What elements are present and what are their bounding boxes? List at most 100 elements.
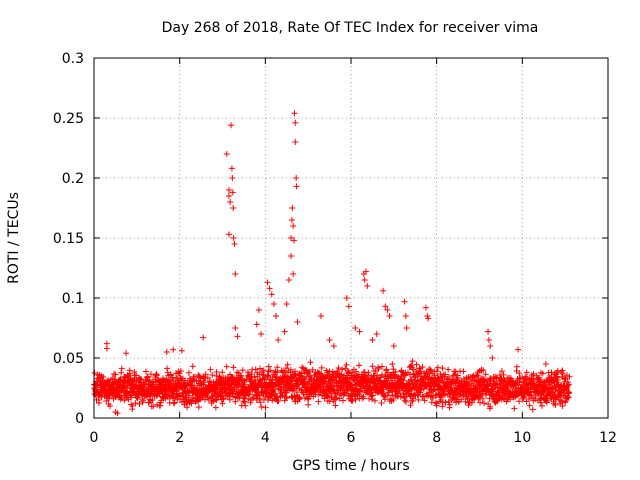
data-point (397, 390, 404, 397)
data-point (305, 401, 312, 408)
data-point (219, 369, 226, 376)
data-point (225, 231, 232, 238)
x-tick-label: 2 (175, 430, 184, 446)
data-point (231, 241, 238, 247)
data-point (291, 110, 298, 117)
data-point (513, 363, 520, 370)
data-point (307, 359, 314, 366)
data-point (451, 371, 458, 378)
data-point (126, 370, 133, 377)
data-point (287, 377, 294, 384)
x-tick-label: 0 (90, 430, 99, 446)
data-point (195, 404, 202, 411)
data-point (495, 387, 502, 394)
data-point (223, 151, 230, 157)
data-point (230, 235, 237, 241)
data-point (538, 402, 545, 409)
data-point (520, 393, 527, 400)
data-point (247, 399, 254, 406)
data-point (220, 396, 227, 403)
data-point (229, 189, 236, 196)
data-point (552, 386, 559, 393)
data-point (445, 398, 452, 405)
data-point (260, 367, 267, 374)
data-point (390, 343, 397, 349)
data-point (114, 410, 121, 417)
data-point (154, 401, 161, 408)
data-point (446, 390, 453, 397)
data-point (332, 402, 339, 409)
data-point (144, 374, 151, 381)
data-point (255, 307, 262, 313)
data-point (204, 374, 211, 381)
data-point (202, 371, 209, 378)
data-point (283, 301, 290, 307)
y-tick-label: 0.2 (62, 171, 84, 187)
data-point (416, 365, 423, 372)
data-point (446, 401, 453, 408)
data-point (149, 396, 156, 403)
data-point (118, 365, 125, 372)
data-point (410, 366, 417, 373)
data-point (292, 139, 299, 145)
data-point (401, 372, 408, 379)
data-point (434, 364, 441, 371)
data-point (477, 399, 484, 406)
data-point (436, 398, 443, 405)
data-point (454, 374, 461, 381)
data-point (216, 373, 223, 380)
data-point (299, 364, 306, 371)
data-point (141, 381, 148, 388)
y-tick-label: 0.25 (53, 111, 84, 127)
data-point (178, 347, 185, 354)
data-point (95, 399, 102, 406)
data-point (291, 237, 298, 244)
data-point (403, 325, 410, 331)
data-point (364, 283, 371, 289)
data-point (361, 277, 368, 283)
data-point (302, 366, 309, 373)
y-tick-label: 0.3 (62, 51, 84, 67)
data-point (232, 271, 239, 277)
data-point (245, 395, 252, 402)
data-point (473, 373, 480, 380)
data-point (264, 279, 271, 286)
data-point (542, 361, 549, 367)
data-point (103, 345, 110, 352)
data-point (308, 374, 315, 381)
data-point (290, 271, 297, 277)
data-point (170, 346, 177, 353)
data-point (163, 349, 170, 355)
data-point (256, 378, 263, 385)
data-point (365, 369, 372, 376)
data-point (432, 399, 439, 406)
data-point (361, 369, 368, 376)
data-point (112, 371, 119, 378)
data-point (309, 366, 316, 373)
data-point (378, 399, 385, 406)
data-point (228, 165, 235, 172)
data-point (330, 343, 337, 349)
data-point (261, 374, 268, 381)
data-point (369, 337, 376, 343)
x-tick-labels: 0 2 4 6 8 10 12 (90, 430, 617, 446)
data-point (216, 374, 223, 381)
data-point (480, 367, 487, 374)
data-point (516, 398, 523, 405)
data-point (275, 397, 282, 404)
data-point (258, 403, 265, 410)
data-point (407, 402, 414, 409)
data-point (300, 391, 307, 398)
data-point (100, 374, 107, 381)
data-point (565, 381, 572, 388)
data-point (515, 346, 522, 353)
data-point (248, 371, 255, 378)
y-axis-label: ROTI / TECUs (6, 192, 22, 284)
x-axis-label: GPS time / hours (292, 458, 409, 474)
data-point (362, 268, 369, 275)
data-point (240, 398, 247, 405)
data-point (529, 406, 536, 413)
data-point (107, 403, 114, 410)
data-point (384, 307, 391, 313)
data-point (230, 205, 237, 211)
